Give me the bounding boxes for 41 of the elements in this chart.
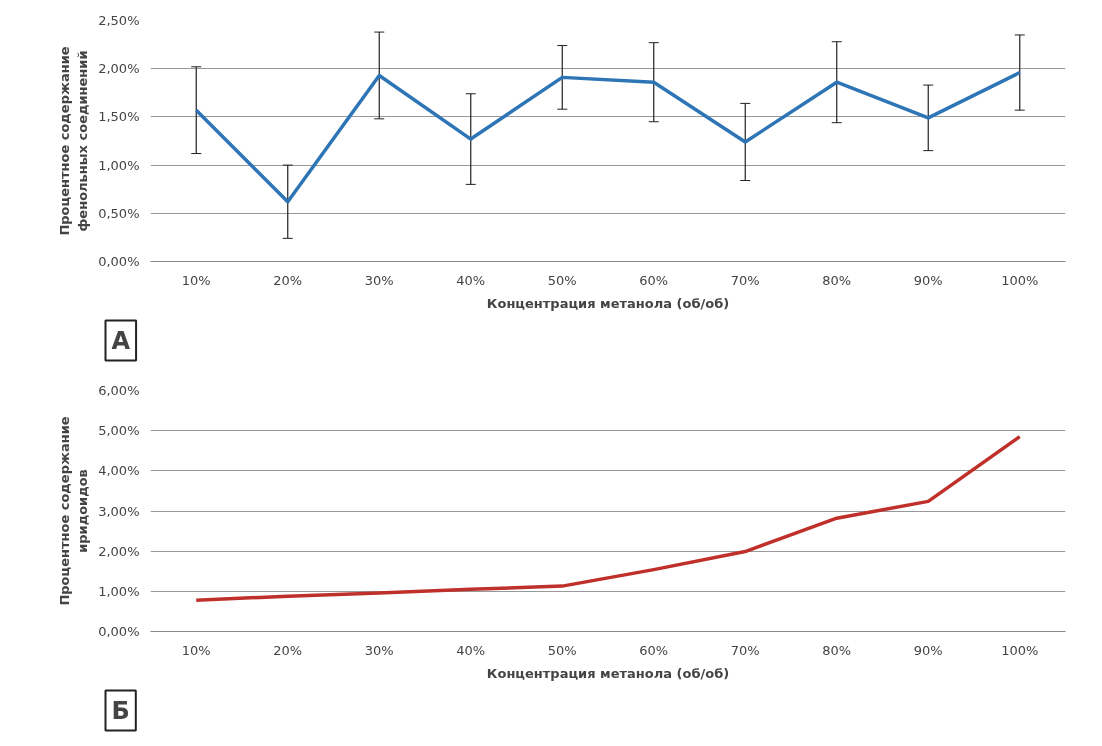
x-tick-label: 20% [273,272,303,288]
x-tick-label: 10% [181,642,211,658]
x-tick-label: 50% [547,642,577,658]
y-tick-label: 1,50% [98,109,140,125]
x-axis-title: Концентрация метанола (об/об) [486,665,730,681]
x-tick-label: 60% [639,642,669,658]
x-tick-label: 90% [913,272,943,288]
y-axis-title: Процентное содержание фенольных соединений [57,46,91,236]
line-series [194,434,1022,602]
x-axis-title: Концентрация метанола (об/об) [486,295,730,311]
y-tick-label: 4,00% [98,463,140,479]
x-tick-label: 80% [822,272,852,288]
x-tick-label: 10% [181,272,211,288]
x-tick-label: 50% [547,272,577,288]
x-tick-label: 100% [1001,272,1039,288]
x-tick-label: 40% [456,642,486,658]
y-tick-label: 1,00% [98,583,140,599]
text: Б [111,696,130,725]
y-tick-label: 1,00% [98,157,140,173]
y-tick-label: 0,50% [98,205,140,221]
y-tick-label: 2,00% [98,543,140,559]
line-series [194,70,1022,204]
y-tick-label: 0,00% [98,624,140,639]
y-tick-label: 6,00% [98,383,140,398]
x-tick-label: 40% [456,272,486,288]
x-tick-label: 30% [364,272,394,288]
y-axis-title: Процентное содержание иридоидов [57,416,91,606]
y-tick-label: 5,00% [98,423,140,439]
x-tick-label: 60% [639,272,669,288]
x-tick-label: 100% [1001,642,1039,658]
y-tick-label: 0,00% [98,254,140,269]
y-tick-label: 2,00% [98,61,140,77]
x-tick-label: 70% [730,272,760,288]
y-tick-label: 3,00% [98,503,140,519]
text: А [111,326,131,355]
x-tick-label: 70% [730,642,760,658]
x-tick-label: 20% [273,642,303,658]
x-tick-label: 90% [913,642,943,658]
y-tick-label: 2,50% [98,13,140,28]
x-tick-label: 80% [822,642,852,658]
x-tick-label: 30% [364,642,394,658]
